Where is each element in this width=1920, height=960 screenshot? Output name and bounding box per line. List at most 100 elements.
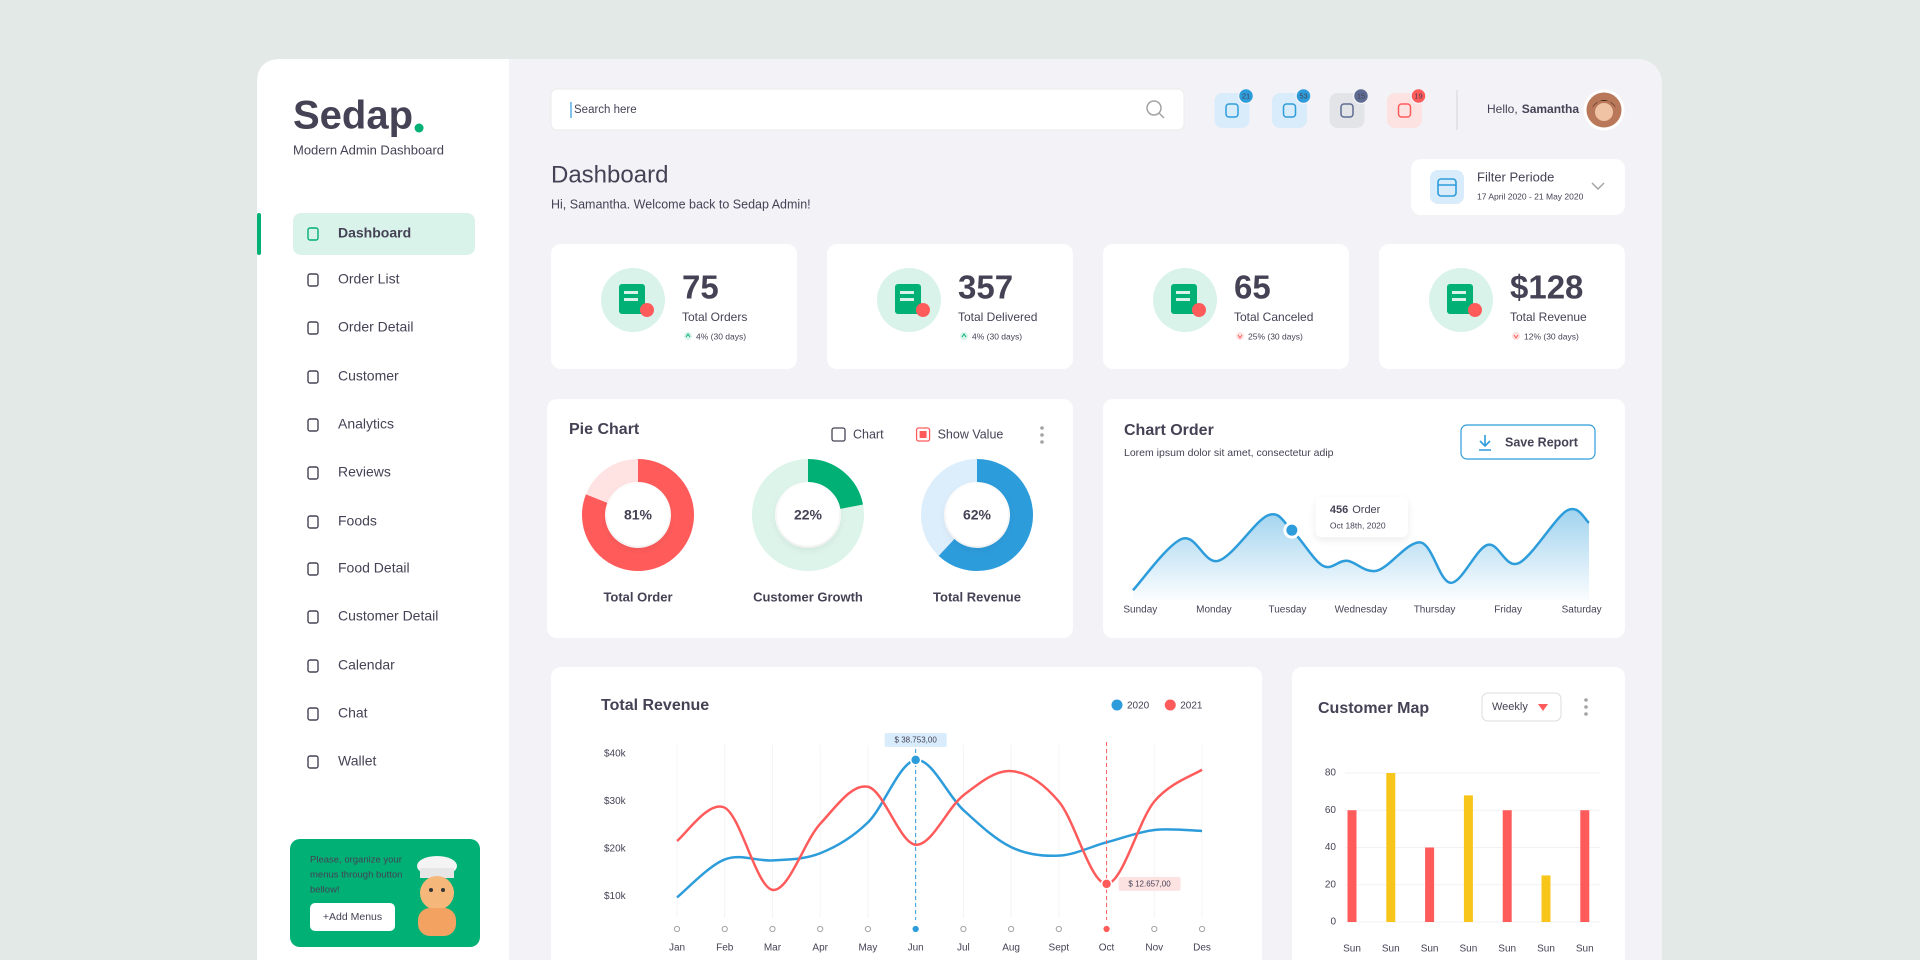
chef-illustration: [417, 856, 457, 936]
nav-item[interactable]: Order Detail: [307, 319, 413, 335]
donut-center: [946, 484, 1008, 546]
bar: [1463, 795, 1473, 922]
nav-item[interactable]: Reviews: [307, 464, 391, 480]
nav-label: Order Detail: [338, 319, 413, 335]
stat-change: 4% (30 days): [696, 331, 746, 341]
nav-item[interactable]: Foods: [307, 513, 377, 529]
nav-item[interactable]: Chat: [307, 705, 368, 721]
stat-icon-detail: [1452, 298, 1466, 301]
checkbox[interactable]: Chart: [831, 427, 884, 442]
x-tick-label: Jun: [908, 943, 924, 954]
tooltip-unit: Order: [1352, 504, 1380, 516]
nav-item[interactable]: Wallet: [307, 753, 376, 769]
promo-text: bellow!: [310, 885, 340, 896]
stat-card: 357 Total Delivered 4% (30 days): [827, 244, 1073, 369]
nav-item[interactable]: Customer Detail: [307, 608, 438, 624]
nav-label: Wallet: [338, 753, 376, 769]
nav-label: Reviews: [338, 464, 391, 480]
badge: [1237, 87, 1255, 105]
checkbox-label: Show Value: [938, 427, 1004, 441]
stat-value: 75: [682, 269, 719, 306]
bar: [1347, 810, 1357, 922]
menu-dot[interactable]: [1584, 712, 1588, 716]
card: [551, 244, 797, 369]
menu-dot[interactable]: [1040, 433, 1044, 437]
stat-card: 75 Total Orders 4% (30 days): [551, 244, 797, 369]
stat-change: 25% (30 days): [1248, 331, 1303, 341]
stat-icon-detail: [624, 298, 638, 301]
search-placeholder: Search here: [574, 104, 637, 116]
card: [551, 667, 1262, 960]
trend-arrow: [1513, 334, 1519, 339]
menu-dot[interactable]: [1584, 698, 1588, 702]
nav-item[interactable]: Analytics: [307, 416, 394, 432]
logo-dot: [414, 123, 424, 133]
x-tick-label: May: [858, 943, 877, 954]
promo-button[interactable]: [310, 903, 395, 931]
month-dot: [864, 925, 872, 933]
search-box[interactable]: [550, 88, 1185, 131]
nav-icon: [307, 370, 319, 384]
button-label: Save Report: [1505, 435, 1579, 449]
stat-icon-detail: [1452, 291, 1466, 294]
icon-glyph: [1397, 103, 1412, 118]
filter-box[interactable]: [1411, 159, 1625, 215]
checkbox-check: [919, 431, 927, 438]
promo-button-label[interactable]: +Add Menus: [323, 911, 382, 923]
menu-dot[interactable]: [1040, 440, 1044, 444]
month-dot: [721, 925, 728, 933]
logo: Sedap: [293, 94, 413, 138]
x-tick-label: Sun: [1343, 944, 1361, 955]
header-icon[interactable]: 19: [1387, 87, 1427, 129]
card: [1103, 244, 1349, 369]
stat-icon-badge: [916, 303, 930, 317]
donut-center: [777, 484, 839, 546]
nav-icon: [307, 466, 319, 480]
nav-icon: [307, 418, 319, 432]
nav-icon: [307, 562, 319, 576]
stat-label: Total Delivered: [958, 310, 1037, 324]
nav-label: Foods: [338, 513, 377, 529]
badge-count: 53: [1299, 91, 1307, 100]
nav-icon: [307, 321, 319, 335]
save-report-button[interactable]: Save Report: [1460, 424, 1596, 460]
x-tick-label: Monday: [1196, 605, 1232, 616]
nav-label: Customer Detail: [338, 608, 438, 624]
stat-icon-detail: [900, 291, 914, 294]
nav-item[interactable]: Calendar: [307, 657, 395, 673]
nav-item[interactable]: Food Detail: [307, 560, 410, 576]
card-title: Chart Order: [1124, 422, 1214, 439]
nav-item[interactable]: Customer: [307, 368, 399, 384]
value-label: $ 12.657,00: [1128, 879, 1171, 888]
x-tick-label: Saturday: [1562, 605, 1602, 616]
tooltip-date: Oct 18th, 2020: [1330, 520, 1386, 530]
header-icon[interactable]: 53: [1272, 87, 1312, 129]
legend-marker: [1111, 699, 1123, 711]
trend-icon: [960, 332, 968, 340]
menu-dot[interactable]: [1040, 426, 1044, 430]
chef-hat-band: [420, 868, 454, 878]
x-tick-label: Mar: [764, 943, 782, 954]
filter-chevron: [1591, 182, 1605, 191]
header-icon[interactable]: 15: [1329, 87, 1370, 129]
badge-count: 21: [1242, 91, 1250, 100]
menu-dot[interactable]: [1584, 705, 1588, 709]
donut-center: [607, 484, 669, 546]
x-tick-label: Sun: [1498, 944, 1516, 955]
nav-label: Customer: [338, 368, 399, 384]
area-line: [1132, 507, 1590, 592]
dropdown[interactable]: Weekly: [1481, 692, 1562, 722]
y-tick-label: 80: [1325, 768, 1337, 779]
stat-icon-detail: [900, 298, 914, 301]
value-label: $ 38.753,00: [895, 736, 938, 745]
x-tick-label: Des: [1193, 943, 1211, 954]
checkbox[interactable]: Show Value: [915, 427, 1004, 442]
header-icon[interactable]: 21: [1214, 87, 1255, 129]
nav-item[interactable]: Order List: [307, 271, 400, 287]
nav-item[interactable]: Dashboard: [257, 213, 475, 255]
x-tick-label: Sept: [1049, 943, 1070, 954]
tagline: Modern Admin Dashboard: [293, 142, 444, 157]
trend-icon: [684, 332, 692, 340]
chef-eye: [441, 888, 445, 892]
donut-arc: [807, 459, 864, 510]
